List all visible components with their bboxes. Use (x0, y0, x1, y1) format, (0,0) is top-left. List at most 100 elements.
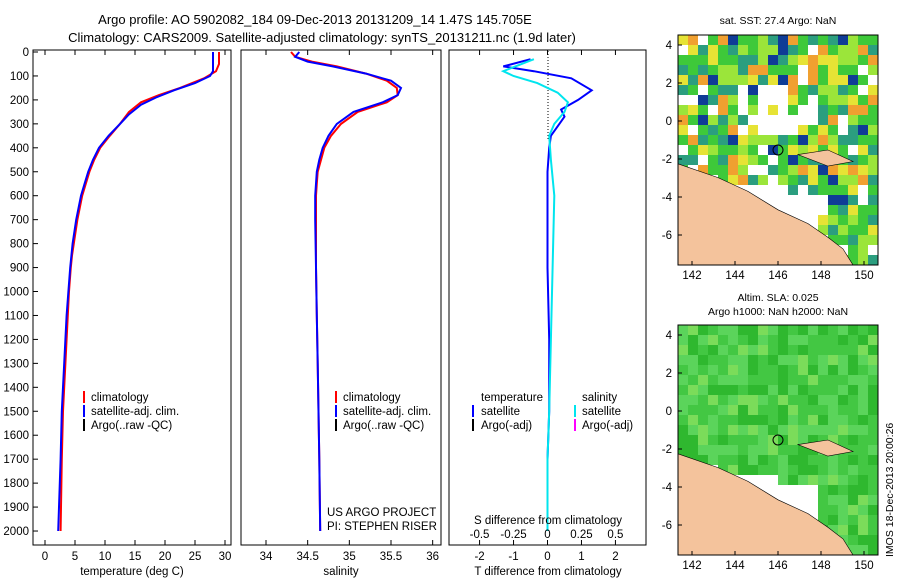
map-cell (848, 65, 858, 75)
map-cell (708, 55, 718, 65)
map-cell (798, 125, 808, 135)
ytick-label: 700 (10, 215, 29, 227)
legend-argo: Argo(..raw -QC) (91, 420, 172, 432)
map-cell (738, 105, 748, 115)
map-cell (758, 45, 768, 55)
map-cell (688, 75, 698, 85)
map-cell (728, 445, 738, 455)
map-cell (848, 35, 858, 45)
map-cell (758, 125, 768, 135)
map-cell (798, 135, 808, 145)
map-cell (708, 415, 718, 425)
map-cell (828, 495, 838, 505)
salinity-panel: 34 34.5 35 35.5 36 salinity climatology sate… (240, 49, 442, 578)
map-cell (678, 85, 688, 95)
map-cell (818, 145, 828, 155)
map-cell (748, 465, 758, 475)
map-cell (698, 45, 708, 55)
map-cell (768, 55, 778, 65)
map-cell (838, 145, 848, 155)
map-cell (848, 525, 858, 535)
map-cell (858, 495, 868, 505)
salinity-series-1 (293, 51, 403, 532)
map-cell (848, 465, 858, 475)
map-cell (708, 435, 718, 445)
map-cell (818, 505, 828, 515)
map-cell (678, 405, 688, 415)
map-cell (818, 65, 828, 75)
map-cell (778, 475, 788, 485)
xtick-label: 25 (189, 551, 202, 563)
map-cell (718, 375, 728, 385)
map-cell (698, 355, 708, 365)
map-cell (858, 505, 868, 515)
map-cell (828, 435, 838, 445)
map-cell (848, 45, 858, 55)
map-cell (778, 345, 788, 355)
map-cell (708, 125, 718, 135)
map-cell (778, 35, 788, 45)
map-cell (688, 445, 698, 455)
map-cell (798, 95, 808, 105)
map-cell (688, 45, 698, 55)
map-cell (678, 115, 688, 125)
ytick-label: 1200 (3, 334, 29, 346)
map-cell (838, 345, 848, 355)
map-cell (778, 455, 788, 465)
map-cell (818, 35, 828, 45)
map-cell (718, 385, 728, 395)
map-cell (848, 185, 858, 195)
map-cell (848, 135, 858, 145)
map-cell (818, 395, 828, 405)
map-cell (708, 385, 718, 395)
map-cell (778, 385, 788, 395)
map-cell (698, 405, 708, 415)
salinity-legend: climatology satellite-adj. clim. Argo(..… (335, 391, 431, 432)
map-cell (848, 495, 858, 505)
map-cell (828, 475, 838, 485)
map-cell (708, 325, 718, 335)
map-cell (768, 105, 778, 115)
map-cell (778, 445, 788, 455)
map-cell (848, 205, 858, 215)
map-cell (688, 55, 698, 65)
ytick-label: 2000 (3, 526, 29, 538)
map-cell (788, 475, 798, 485)
map-cell (758, 325, 768, 335)
map-cell (838, 455, 848, 465)
map-cell (678, 105, 688, 115)
map-cell (678, 55, 688, 65)
map-cell (858, 415, 868, 425)
map-cell (738, 65, 748, 75)
map-xtick-label: 150 (854, 560, 873, 572)
map-cell (818, 495, 828, 505)
map-cell (848, 505, 858, 515)
map-cell (728, 415, 738, 425)
map-cell (758, 375, 768, 385)
map-cell (818, 105, 828, 115)
map-cell (708, 145, 718, 155)
map-cell (688, 85, 698, 95)
map-cell (828, 425, 838, 435)
map-cell (748, 365, 758, 375)
map-cell (758, 445, 768, 455)
map-cell (758, 355, 768, 365)
map-cell (858, 35, 868, 45)
map-cell (728, 155, 738, 165)
map-cell (728, 335, 738, 345)
map-cell (858, 385, 868, 395)
xtick-label: 5 (72, 551, 78, 563)
map-cell (798, 355, 808, 365)
map-cell (718, 35, 728, 45)
map-cell (758, 35, 768, 45)
map-cell (738, 175, 748, 185)
map-cell (768, 35, 778, 45)
map-cell (738, 75, 748, 85)
map-cell (788, 185, 798, 195)
map-cell (828, 95, 838, 105)
map-cell (698, 445, 708, 455)
map-cell (818, 515, 828, 525)
map-cell (848, 385, 858, 395)
map-cell (688, 395, 698, 405)
